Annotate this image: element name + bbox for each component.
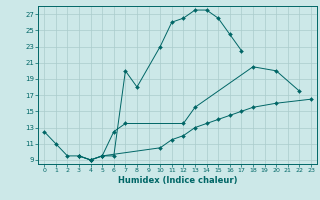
X-axis label: Humidex (Indice chaleur): Humidex (Indice chaleur)	[118, 176, 237, 185]
